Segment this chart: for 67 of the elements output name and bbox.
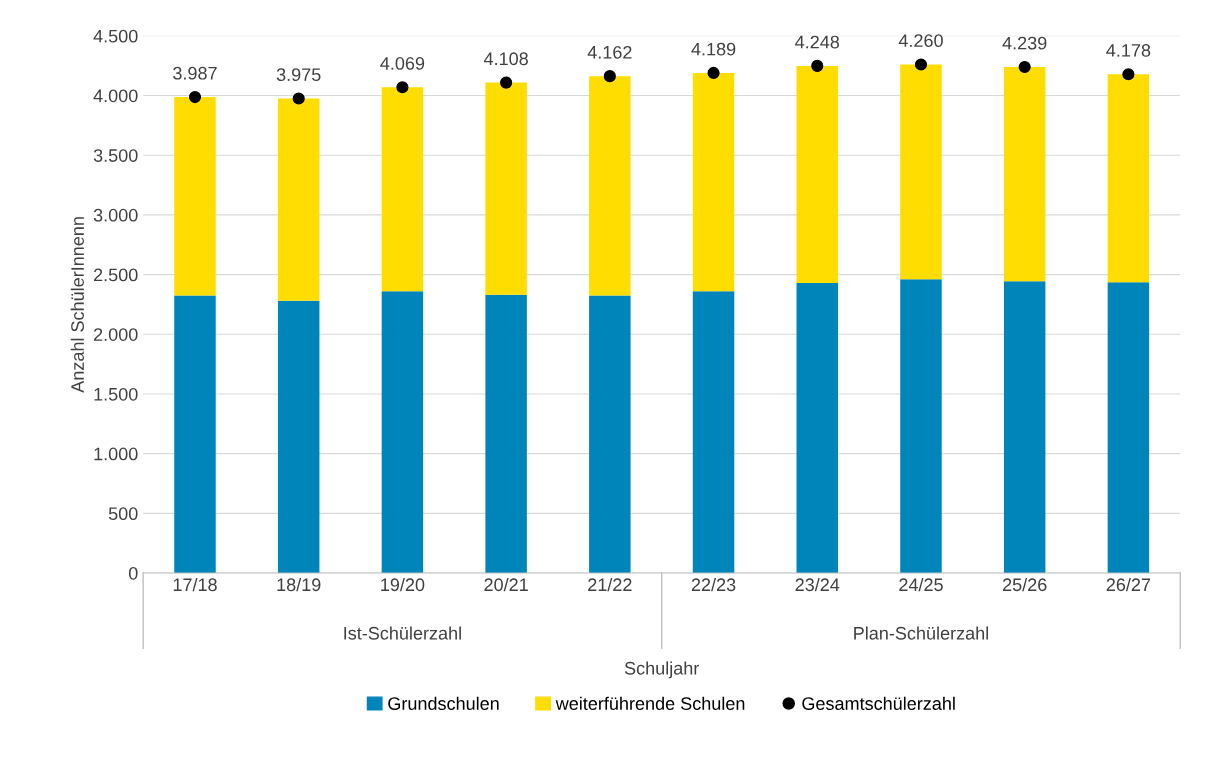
- point: [188, 90, 202, 104]
- data-label: 3.987: [173, 66, 217, 80]
- bar: [174, 97, 216, 296]
- data-label: 3.975: [276, 68, 321, 82]
- y-tick-label: 500: [108, 507, 138, 521]
- bar: [692, 291, 735, 574]
- point: [603, 70, 616, 83]
- point: [1018, 60, 1031, 74]
- point: [500, 76, 513, 89]
- bar: [277, 98, 320, 301]
- y-tick-label: 1.000: [94, 447, 138, 461]
- bar: [485, 82, 527, 295]
- bar: [1003, 281, 1046, 574]
- bar: [589, 295, 631, 574]
- y-tick-label: 3.500: [93, 149, 138, 162]
- x-axis-title: Schuljahr: [624, 661, 700, 679]
- x-tick-label: 17/18: [173, 577, 217, 592]
- text: Ist-Schülerzahl: [344, 626, 461, 640]
- x-tick-label: 19/20: [381, 577, 425, 592]
- x-tick-label: 24/25: [899, 577, 943, 592]
- bar: [796, 282, 838, 574]
- y-tick-label: 2.000: [94, 328, 138, 341]
- data-label: 4.189: [691, 42, 736, 56]
- data-label: 4.069: [380, 57, 425, 70]
- x-tick-label: 26/27: [1106, 577, 1151, 592]
- bar: [1003, 66, 1046, 282]
- data-label: 4.108: [483, 52, 528, 66]
- bar: [381, 291, 424, 574]
- bar: [485, 294, 527, 574]
- y-tick-label: 4.500: [93, 29, 138, 43]
- x-tick-label: 20/21: [484, 577, 528, 592]
- bar: [796, 65, 838, 283]
- x-tick-label: 25/26: [1003, 577, 1047, 592]
- y-tick-label: 3.000: [93, 208, 138, 222]
- point: [811, 59, 824, 72]
- bar: [277, 300, 320, 574]
- y-axis-title: Anzahl SchülerInnenn: [70, 217, 84, 393]
- y-tick-label: 1.500: [94, 387, 138, 401]
- y-tick-label: 0: [128, 566, 138, 580]
- x-tick-label: 23/24: [795, 577, 840, 592]
- data-label: 4.260: [898, 34, 943, 48]
- data-label: 4.239: [1002, 36, 1047, 50]
- text: Plan-Schülerzahl: [854, 626, 989, 640]
- point: [396, 81, 409, 94]
- data-label: 4.162: [587, 45, 632, 59]
- point: [914, 58, 928, 71]
- data-label: 4.248: [795, 35, 840, 49]
- point: [707, 66, 720, 80]
- legend-label: weiterführende Schulen: [555, 696, 745, 710]
- bar: [1107, 74, 1150, 283]
- legend-label: Gesamtschülerzahl: [802, 696, 955, 710]
- bar: [589, 76, 631, 296]
- bar: [900, 279, 942, 574]
- x-tick-label: 22/23: [691, 577, 736, 592]
- bar: [174, 295, 216, 574]
- point: [292, 92, 305, 105]
- legend-label: Grundschulen: [388, 696, 499, 710]
- bar: [900, 64, 942, 280]
- x-tick-label: 18/19: [277, 577, 321, 592]
- data-label: 4.178: [1106, 44, 1151, 57]
- y-tick-label: 4.000: [93, 89, 138, 103]
- bar: [692, 72, 735, 292]
- y-tick-label: 2.500: [94, 268, 138, 282]
- x-tick-label: 21/22: [588, 577, 632, 592]
- point: [1122, 68, 1135, 81]
- bar: [1107, 282, 1150, 574]
- bar: [381, 87, 424, 292]
